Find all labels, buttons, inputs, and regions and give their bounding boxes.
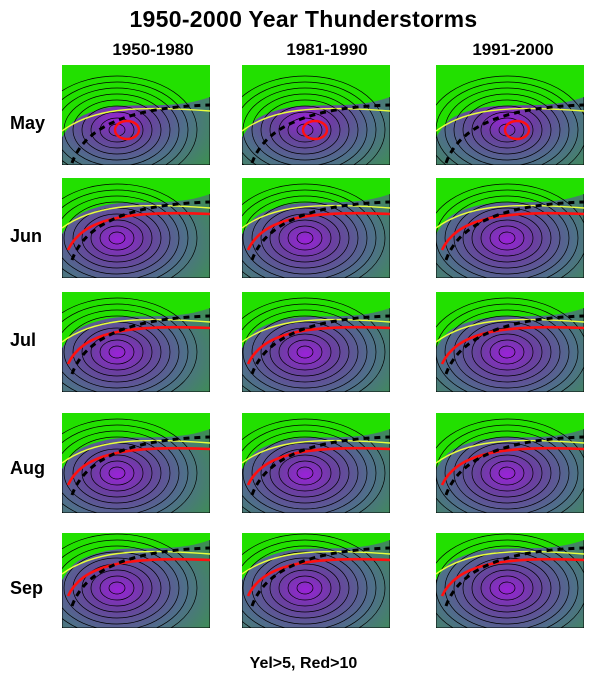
contour-map-jul-1950-1980 [62, 292, 210, 392]
contour-map-jul-1981-1990 [242, 292, 390, 392]
contour-map-aug-1950-1980 [62, 413, 210, 513]
contour-map-may-1950-1980 [62, 65, 210, 165]
contour-map-jul-1991-2000 [436, 292, 584, 392]
figure-title: 1950-2000 Year Thunderstorms [129, 6, 478, 32]
contour-map-sep-1950-1980 [62, 528, 210, 628]
contour-map-jun-1981-1990 [242, 178, 390, 278]
row-label-jun: Jun [10, 226, 43, 246]
column-header-1950-1980: 1950-1980 [112, 40, 194, 59]
row-label-sep: Sep [10, 578, 44, 598]
row-label-jul: Jul [10, 330, 37, 350]
contour-map-sep-1981-1990 [242, 528, 390, 628]
contour-map-jun-1950-1980 [62, 178, 210, 278]
column-header-1981-1990: 1981-1990 [286, 40, 368, 59]
contour-map-aug-1991-2000 [436, 413, 584, 513]
row-label-aug: Aug [10, 458, 45, 478]
contour-map-may-1991-2000 [436, 65, 584, 165]
contour-map-aug-1981-1990 [242, 413, 390, 513]
contour-map-sep-1991-2000 [436, 528, 584, 628]
contour-map-may-1981-1990 [242, 65, 390, 165]
contour-map-jun-1991-2000 [436, 178, 584, 278]
legend-note: Yel>5, Red>10 [249, 655, 358, 672]
column-header-1991-2000: 1991-2000 [472, 40, 554, 59]
row-label-may: May [10, 113, 46, 133]
